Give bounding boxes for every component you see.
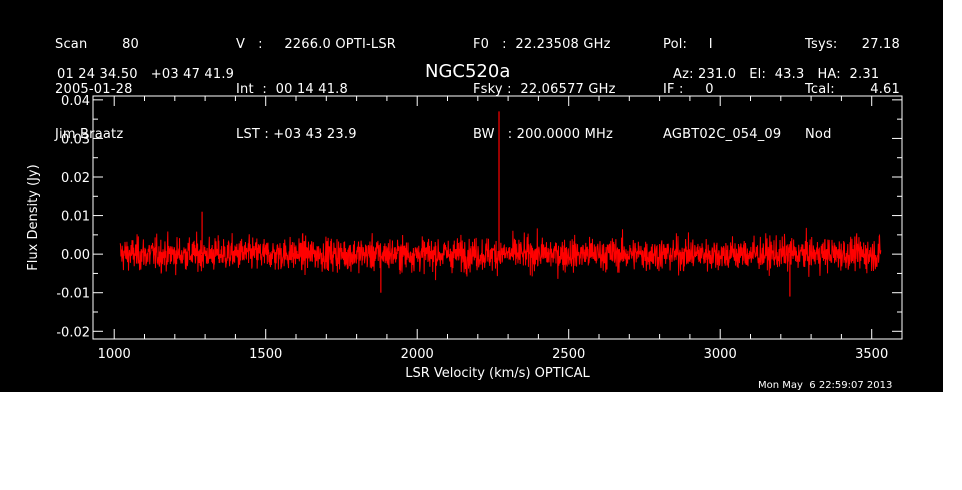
plot-panel: Scan 80 2005-01-28 Jim Braatz V : 2266.0…: [0, 0, 943, 392]
y-tick-label: 0.03: [61, 132, 90, 147]
polarization: Pol: I: [663, 37, 713, 52]
x-axis-label: LSR Velocity (km/s) OPTICAL: [405, 366, 590, 381]
project-id: AGBT02C_054_09: [663, 127, 782, 142]
if-number: IF : 0: [663, 82, 714, 97]
spectrum-line: [119, 227, 882, 281]
x-tick-label: 2500: [552, 347, 585, 362]
y-tick-label: -0.01: [56, 287, 90, 302]
y-axis-label: Flux Density (Jy): [26, 164, 41, 270]
scan-info: Scan 80 2005-01-28 Jim Braatz: [55, 7, 139, 172]
y-tick-label: 0.04: [61, 94, 90, 109]
source-name: NGC520a: [425, 61, 511, 82]
plot-timestamp: Mon May 6 22:59:07 2013: [758, 380, 893, 391]
x-tick-label: 3500: [855, 347, 888, 362]
observation-date: 2005-01-28: [55, 82, 133, 97]
x-tick-label: 1500: [249, 347, 282, 362]
source-coordinates: 01 24 34.50 +03 47 41.9: [57, 67, 235, 82]
lst-value: LST : +03 43 23.9: [236, 127, 357, 142]
receiver-info: Pol: I IF : 0 AGBT02C_054_09: [663, 7, 781, 172]
sky-frequency: Fsky : 22.06577 GHz: [473, 82, 616, 97]
system-temp-labels: Tsys: Tcal: Nod: [805, 7, 837, 172]
x-tick-label: 2000: [401, 347, 434, 362]
x-tick-label: 1000: [98, 347, 131, 362]
scan-number: Scan 80: [55, 37, 140, 52]
bandwidth: BW : 200.0000 MHz: [473, 127, 613, 142]
y-tick-label: 0.01: [61, 210, 90, 225]
tcal-label: Tcal:: [805, 82, 835, 97]
tcal-value: 4.61: [870, 82, 900, 97]
y-tick-label: -0.02: [56, 325, 90, 340]
tsys-value: 27.18: [861, 37, 900, 52]
az-el-ha: Az: 231.0 El: 43.3 HA: 2.31: [673, 67, 880, 82]
switching-mode: Nod: [805, 127, 832, 142]
tsys-label: Tsys:: [805, 37, 838, 52]
spectrum-plot: 1000 1500 2000 2500 3000 3500 -0.02 -0.01 0.00 0.…: [26, 94, 903, 381]
x-tick-label: 3000: [704, 347, 737, 362]
observer-name: Jim Braatz: [55, 127, 124, 142]
plot-frame: [92, 95, 903, 340]
rest-frequency: F0 : 22.23508 GHz: [473, 37, 611, 52]
frequency-info: F0 : 22.23508 GHz Fsky : 22.06577 GHz BW…: [473, 7, 616, 172]
y-tick-label: 0.02: [61, 171, 90, 186]
velocity-info: V : 2266.0 OPTI-LSR Int : 00 14 41.8 LST…: [236, 7, 396, 172]
velocity-value: V : 2266.0 OPTI-LSR: [236, 37, 397, 52]
system-temp-values: 27.18 4.61: [848, 7, 900, 127]
integration-time: Int : 00 14 41.8: [236, 82, 348, 97]
y-tick-label: 0.00: [61, 248, 90, 263]
